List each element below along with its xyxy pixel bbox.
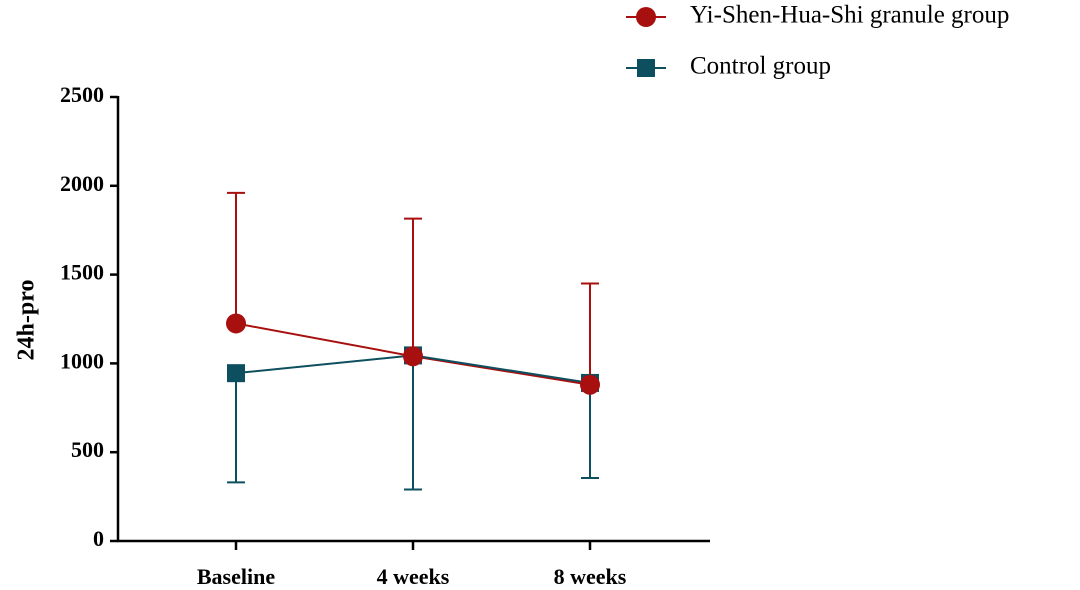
y-axis-label: 24h-pro [14, 280, 40, 361]
marker [227, 364, 245, 383]
marker [226, 313, 246, 334]
y-tick-label: 2500 [60, 82, 104, 107]
legend-label: Control group [690, 53, 831, 80]
y-tick-label: 1000 [60, 348, 104, 373]
error-bar [227, 373, 245, 484]
y-tick-label: 500 [71, 437, 104, 462]
x-tick-label: Baseline [197, 564, 275, 589]
y-tick-label: 2000 [60, 171, 104, 196]
x-tick-label: 4 weeks [377, 564, 450, 589]
legend-label: Yi-Shen-Hua-Shi granule group [690, 2, 1009, 29]
error-bar [227, 191, 245, 324]
y-tick-label: 1500 [60, 260, 104, 285]
marker [637, 59, 655, 77]
error-bar [404, 355, 422, 491]
error-bar [404, 217, 422, 357]
y-tick-label: 0 [93, 526, 104, 551]
marker [403, 346, 423, 367]
x-tick-label: 8 weeks [554, 564, 627, 589]
error-bar [581, 282, 599, 385]
marker [580, 374, 600, 395]
error-bar [581, 382, 599, 479]
marker [636, 7, 656, 27]
